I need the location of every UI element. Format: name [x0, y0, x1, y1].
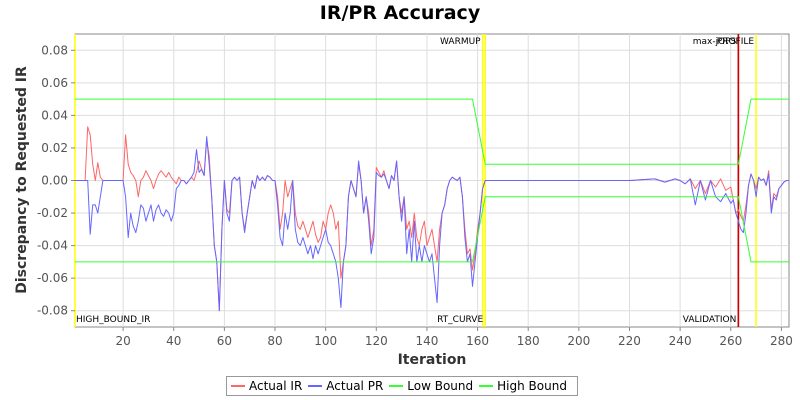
legend-swatch [231, 385, 245, 387]
legend: Actual IR Actual PR Low Bound High Bound [226, 376, 578, 396]
y-tick-label: 0.04 [41, 108, 68, 122]
x-tick-label: 220 [618, 334, 641, 348]
legend-item: Low Bound [389, 379, 473, 393]
y-tick-label: -0.08 [37, 304, 68, 318]
x-tick-label: 60 [217, 334, 232, 348]
legend-swatch [308, 385, 323, 387]
marker-label: PROFILE [717, 37, 755, 47]
x-tick-label: 20 [115, 334, 130, 348]
series-line-4 [75, 98, 789, 165]
marker-label: max-jOPS [693, 37, 737, 47]
grid [75, 34, 789, 327]
x-tick-label: 260 [719, 334, 742, 348]
x-tick-label: 200 [567, 334, 590, 348]
x-tick-label: 80 [267, 334, 282, 348]
legend-label: Low Bound [407, 379, 474, 393]
x-tick-label: 160 [466, 334, 489, 348]
marker-label: VALIDATION [683, 315, 737, 325]
y-tick-label: 0.06 [41, 76, 68, 90]
legend-item: High Bound [479, 379, 567, 393]
legend-label: High Bound [497, 379, 567, 393]
y-ticks: -0.08 -0.06 -0.04 -0.02 0.00 0.02 0.04 0.06 0.08 [37, 43, 75, 318]
x-tick-label: 120 [365, 334, 388, 348]
y-tick-label: -0.04 [37, 239, 68, 253]
legend-item: Actual IR [231, 379, 302, 393]
legend-label: Actual PR [326, 379, 384, 393]
x-tick-label: 40 [166, 334, 181, 348]
legend-item: Actual PR [308, 379, 383, 393]
y-tick-label: -0.06 [37, 271, 68, 285]
y-tick-label: 0.00 [41, 174, 68, 188]
marker-label: RT_CURVE [437, 315, 483, 325]
y-tick-label: 0.02 [41, 141, 68, 155]
legend-swatch [479, 385, 494, 387]
x-tick-label: 100 [314, 334, 337, 348]
x-axis-label: Iteration [398, 352, 467, 368]
series-line-2 [75, 136, 789, 312]
series-line-3 [75, 196, 789, 263]
x-tick-label: 280 [770, 334, 793, 348]
x-tick-label: 240 [669, 334, 692, 348]
x-tick-label: 140 [415, 334, 438, 348]
y-tick-label: 0.08 [41, 43, 68, 57]
chart-title: IR/PR Accuracy [319, 2, 481, 24]
marker-label: WARMUP [440, 37, 481, 47]
legend-label: Actual IR [249, 379, 303, 393]
series-lines [75, 98, 789, 312]
y-tick-label: -0.02 [37, 206, 68, 220]
x-ticks: 20 40 60 80 100 120 140 160 180 200 220 240 260 280 [115, 327, 793, 348]
marker-label: HIGH_BOUND_IR [76, 315, 150, 325]
x-tick-label: 180 [517, 334, 540, 348]
y-axis-label: Discrepancy to Requested IR [14, 66, 30, 294]
legend-swatch [389, 385, 404, 387]
